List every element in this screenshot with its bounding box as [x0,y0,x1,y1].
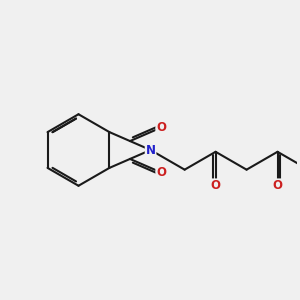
Text: O: O [156,166,166,179]
Text: O: O [272,179,283,192]
Text: O: O [211,179,220,192]
Text: N: N [146,143,156,157]
Text: O: O [156,121,166,134]
